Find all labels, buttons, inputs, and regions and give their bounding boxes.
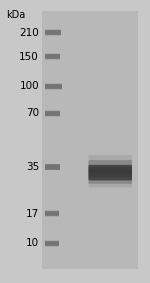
FancyBboxPatch shape: [88, 167, 132, 184]
FancyBboxPatch shape: [45, 54, 60, 59]
FancyBboxPatch shape: [45, 55, 60, 60]
FancyBboxPatch shape: [45, 85, 62, 90]
FancyBboxPatch shape: [45, 30, 62, 35]
Text: kDa: kDa: [6, 10, 25, 20]
FancyBboxPatch shape: [45, 111, 60, 116]
FancyBboxPatch shape: [42, 11, 138, 269]
FancyBboxPatch shape: [88, 160, 132, 177]
FancyBboxPatch shape: [45, 165, 60, 170]
FancyBboxPatch shape: [88, 165, 132, 181]
Text: 17: 17: [26, 209, 39, 219]
FancyBboxPatch shape: [45, 53, 60, 58]
Text: 70: 70: [26, 108, 39, 118]
FancyBboxPatch shape: [45, 210, 59, 215]
FancyBboxPatch shape: [45, 164, 60, 169]
FancyBboxPatch shape: [45, 29, 62, 34]
FancyBboxPatch shape: [45, 83, 62, 88]
FancyBboxPatch shape: [45, 110, 60, 115]
FancyBboxPatch shape: [45, 112, 60, 117]
FancyBboxPatch shape: [88, 169, 132, 188]
FancyBboxPatch shape: [45, 240, 59, 245]
FancyBboxPatch shape: [45, 84, 62, 89]
FancyBboxPatch shape: [45, 211, 59, 216]
Text: 35: 35: [26, 162, 39, 172]
FancyBboxPatch shape: [45, 242, 59, 247]
Text: 150: 150: [19, 52, 39, 62]
Text: 210: 210: [19, 27, 39, 38]
FancyBboxPatch shape: [45, 212, 59, 217]
Text: 10: 10: [26, 238, 39, 248]
FancyBboxPatch shape: [45, 31, 62, 36]
Text: 100: 100: [19, 81, 39, 91]
FancyBboxPatch shape: [45, 241, 59, 246]
FancyBboxPatch shape: [45, 164, 60, 170]
FancyBboxPatch shape: [88, 155, 132, 173]
